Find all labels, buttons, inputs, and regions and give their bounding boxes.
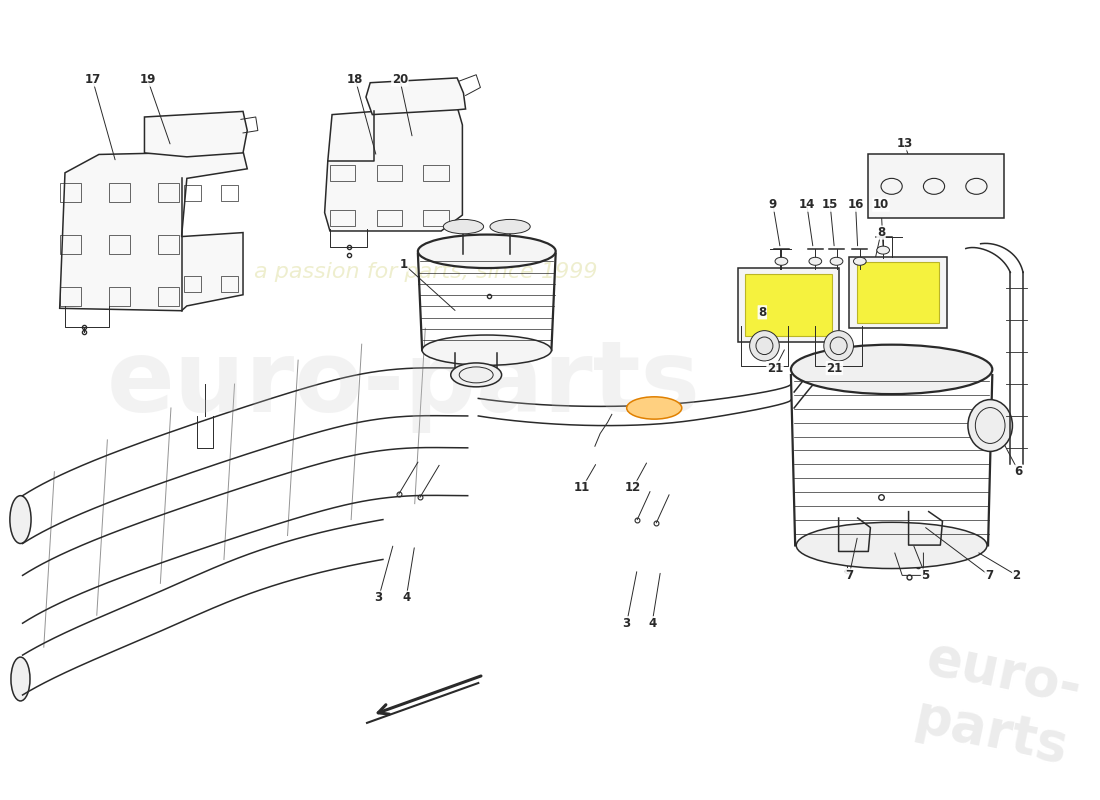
Text: 21: 21 <box>767 362 783 374</box>
Text: 13: 13 <box>896 137 913 150</box>
Text: 7: 7 <box>845 569 854 582</box>
Ellipse shape <box>443 219 484 234</box>
Ellipse shape <box>422 335 551 366</box>
Text: 4: 4 <box>403 591 410 604</box>
Ellipse shape <box>830 258 843 266</box>
Ellipse shape <box>854 258 866 266</box>
FancyBboxPatch shape <box>746 274 833 336</box>
Ellipse shape <box>791 345 992 394</box>
FancyBboxPatch shape <box>868 154 1004 218</box>
Polygon shape <box>324 106 462 231</box>
Text: euro-parts: euro-parts <box>107 335 701 433</box>
Ellipse shape <box>968 400 1012 451</box>
Text: 19: 19 <box>140 73 156 86</box>
Ellipse shape <box>808 258 822 266</box>
FancyBboxPatch shape <box>849 257 947 328</box>
Polygon shape <box>59 151 248 310</box>
Ellipse shape <box>824 330 854 361</box>
Text: 1: 1 <box>400 258 408 271</box>
Text: 12: 12 <box>625 481 641 494</box>
Text: 8: 8 <box>758 306 767 319</box>
Text: 5: 5 <box>922 569 930 582</box>
Ellipse shape <box>877 246 890 254</box>
Text: 3: 3 <box>375 591 383 604</box>
Ellipse shape <box>749 330 779 361</box>
Text: 2: 2 <box>1013 569 1021 582</box>
Text: 17: 17 <box>85 73 101 86</box>
Text: 9: 9 <box>769 198 777 211</box>
Ellipse shape <box>796 522 987 569</box>
Text: 3: 3 <box>623 617 630 630</box>
Text: 18: 18 <box>348 73 364 86</box>
Ellipse shape <box>418 234 556 268</box>
Ellipse shape <box>627 397 682 419</box>
Text: a passion for parts, since 1999: a passion for parts, since 1999 <box>254 262 597 282</box>
Text: 10: 10 <box>873 198 889 211</box>
Text: 8: 8 <box>877 226 886 239</box>
Text: 11: 11 <box>574 481 591 494</box>
Text: euro-
parts: euro- parts <box>909 632 1086 774</box>
FancyBboxPatch shape <box>857 262 939 322</box>
Text: 4: 4 <box>648 617 657 630</box>
Ellipse shape <box>451 363 502 387</box>
FancyBboxPatch shape <box>738 269 838 342</box>
Polygon shape <box>144 111 248 157</box>
Ellipse shape <box>490 219 530 234</box>
Ellipse shape <box>10 496 31 543</box>
Text: 21: 21 <box>826 362 843 374</box>
Ellipse shape <box>11 657 30 701</box>
Ellipse shape <box>776 258 788 266</box>
Text: 6: 6 <box>1014 466 1023 478</box>
Polygon shape <box>366 78 465 114</box>
Text: 7: 7 <box>986 569 993 582</box>
Text: 14: 14 <box>799 198 815 211</box>
Text: 20: 20 <box>392 73 408 86</box>
Text: 16: 16 <box>847 198 864 211</box>
Text: 15: 15 <box>822 198 838 211</box>
